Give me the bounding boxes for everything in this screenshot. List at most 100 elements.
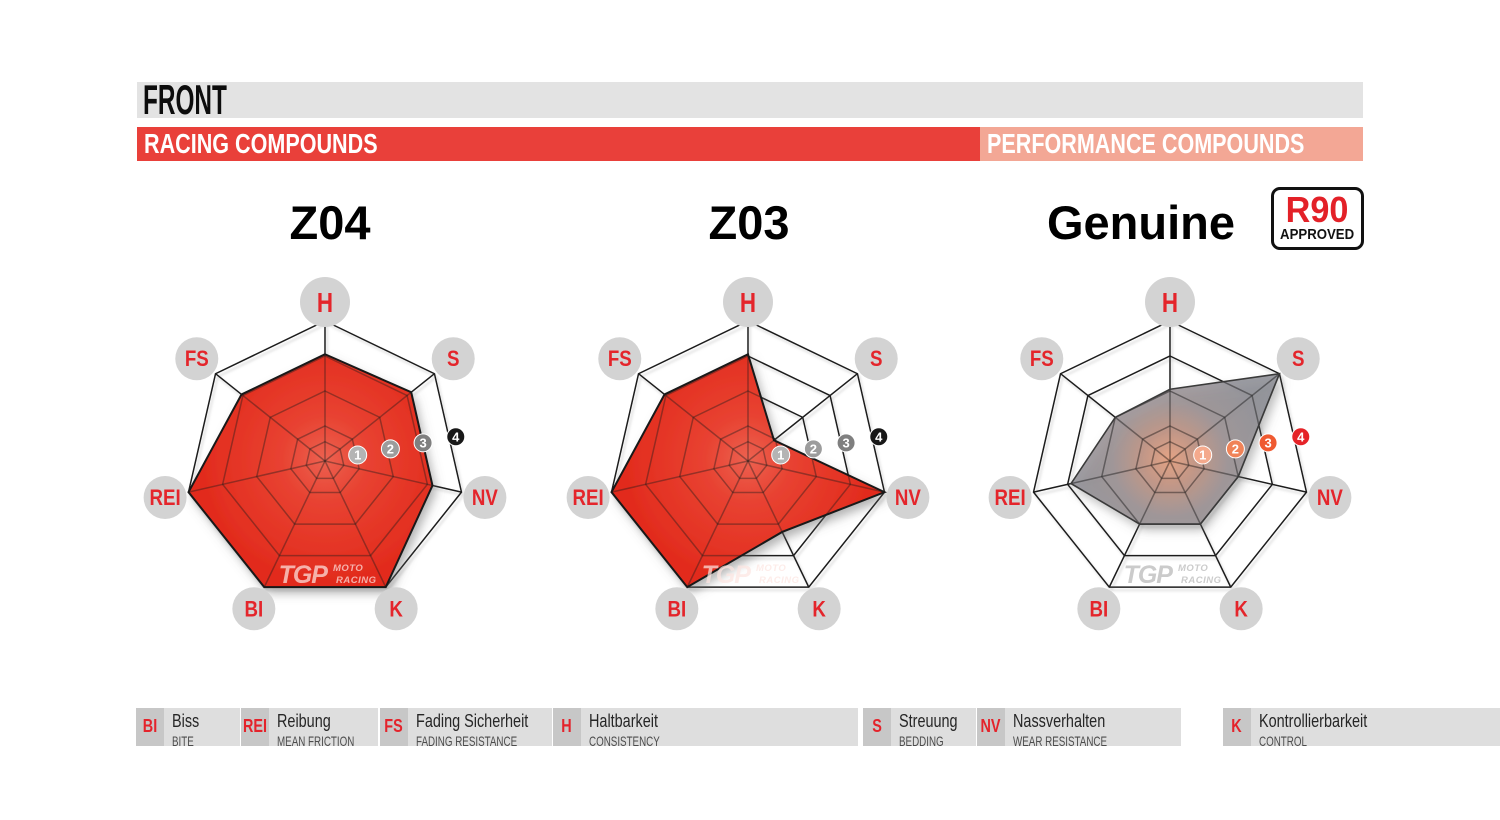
legend-abbr-text: BI	[142, 716, 157, 737]
legend-item-fs: Fading Sicherheit FADING RESISTANCE	[416, 710, 560, 749]
axis-label-rei: REI	[143, 475, 187, 519]
legend-abbr-text: NV	[980, 716, 1001, 737]
legend-item-bg	[1004, 708, 1181, 746]
axis-label-h: H	[723, 277, 773, 327]
svg-text:MOTO: MOTO	[756, 563, 786, 574]
axis-label-fs: FS	[598, 337, 642, 381]
svg-text:FS: FS	[608, 348, 632, 372]
front-title: FRONT	[143, 76, 227, 123]
svg-text:S: S	[870, 348, 882, 372]
legend-english-term: MEAN FRICTION	[277, 733, 355, 749]
legend-item-bg	[268, 708, 378, 746]
legend-abbr-text: FS	[384, 716, 403, 737]
svg-text:RACING: RACING	[336, 575, 377, 586]
legend-english-term: WEAR RESISTANCE	[1013, 733, 1108, 749]
legend-item-bi: Biss BITE	[172, 710, 207, 749]
legend-german-term: Nassverhalten	[1013, 710, 1106, 731]
axis-label-k: K	[797, 587, 841, 631]
svg-text:REI: REI	[150, 487, 181, 511]
legend-german-term: Fading Sicherheit	[416, 710, 529, 731]
scale-marker-4: 4	[1291, 427, 1311, 447]
svg-text:4: 4	[452, 429, 460, 444]
axis-label-nv: NV	[886, 475, 930, 519]
front-header-bar: FRONT	[137, 76, 1363, 123]
svg-text:NV: NV	[1317, 487, 1343, 511]
svg-text:TGP: TGP	[1124, 561, 1174, 589]
axis-label-bi: BI	[1077, 587, 1121, 631]
axis-label-s: S	[1276, 337, 1320, 381]
r90-approved-badge: R90 APPROVED	[1271, 187, 1364, 250]
svg-text:4: 4	[1297, 429, 1305, 444]
legend-english-term: FADING RESISTANCE	[416, 733, 518, 749]
scale-marker-2: 2	[380, 439, 400, 459]
axis-label-s: S	[431, 337, 475, 381]
svg-text:H: H	[1162, 288, 1178, 319]
approved-label: APPROVED	[1280, 225, 1355, 243]
svg-text:3: 3	[419, 435, 426, 450]
scale-marker-3: 3	[413, 433, 433, 453]
svg-text:S: S	[1292, 348, 1304, 372]
scale-marker-1: 1	[348, 445, 368, 465]
legend-item-bg	[407, 708, 552, 746]
scale-marker-4: 4	[446, 427, 466, 447]
legend-item-nv: Nassverhalten WEAR RESISTANCE	[1013, 710, 1147, 749]
svg-text:RACING: RACING	[1181, 575, 1222, 586]
svg-text:NV: NV	[895, 487, 921, 511]
svg-text:FS: FS	[185, 348, 209, 372]
svg-text:S: S	[447, 348, 459, 372]
svg-text:2: 2	[1232, 441, 1239, 456]
legend-abbr-fs: FS	[380, 708, 408, 746]
axis-label-k: K	[374, 587, 418, 631]
legend-abbr-k: K	[1223, 708, 1251, 746]
axis-label-s: S	[854, 337, 898, 381]
legend-abbr-rei: REI	[241, 708, 269, 746]
svg-text:H: H	[740, 288, 756, 319]
legend-german-term: Biss	[172, 710, 200, 731]
svg-text:3: 3	[1264, 435, 1271, 450]
axis-label-nv: NV	[463, 475, 507, 519]
legend-english-term: BITE	[172, 733, 194, 749]
svg-text:1: 1	[1199, 448, 1206, 463]
legend-abbr-text: H	[561, 716, 572, 737]
axis-label-h: H	[1145, 277, 1195, 327]
legend-english-term: CONTROL	[1259, 733, 1307, 749]
svg-text:FS: FS	[1030, 348, 1054, 372]
scale-marker-4: 4	[869, 427, 889, 447]
svg-text:TGP: TGP	[702, 561, 752, 589]
svg-text:BI: BI	[1089, 598, 1108, 622]
performance-compounds-band: PERFORMANCE COMPOUNDS	[980, 127, 1363, 161]
svg-text:K: K	[812, 598, 826, 622]
axis-label-nv: NV	[1308, 475, 1352, 519]
svg-text:2: 2	[810, 441, 817, 456]
legend-abbr-text: REI	[242, 716, 267, 737]
axis-label-fs: FS	[175, 337, 219, 381]
legend-item-k: Kontrollierbarkeit CONTROL	[1259, 711, 1398, 749]
svg-text:3: 3	[842, 435, 849, 450]
scale-marker-3: 3	[1258, 433, 1278, 453]
svg-text:NV: NV	[472, 487, 498, 511]
r90-label: R90	[1286, 189, 1349, 231]
svg-text:1: 1	[354, 448, 361, 463]
chart-title-z04: Z04	[289, 196, 371, 249]
legend-english-term: BEDDING	[899, 733, 944, 749]
legend-item-s: Streuung BEDDING	[899, 711, 974, 749]
legend-abbr-text: S	[871, 716, 882, 737]
scale-marker-2: 2	[803, 439, 823, 459]
axis-label-rei: REI	[566, 475, 610, 519]
svg-text:4: 4	[875, 429, 883, 444]
axis-label-h: H	[300, 277, 350, 327]
svg-text:MOTO: MOTO	[1178, 563, 1208, 574]
legend-item-bg	[580, 708, 858, 746]
legend-abbr-h: H	[553, 708, 581, 746]
legend-item-bg	[163, 708, 240, 746]
svg-text:2: 2	[387, 441, 394, 456]
axis-label-bi: BI	[655, 587, 699, 631]
svg-text:1: 1	[777, 448, 784, 463]
legend-abbr-nv: NV	[977, 708, 1005, 746]
svg-text:TGP: TGP	[279, 561, 329, 589]
